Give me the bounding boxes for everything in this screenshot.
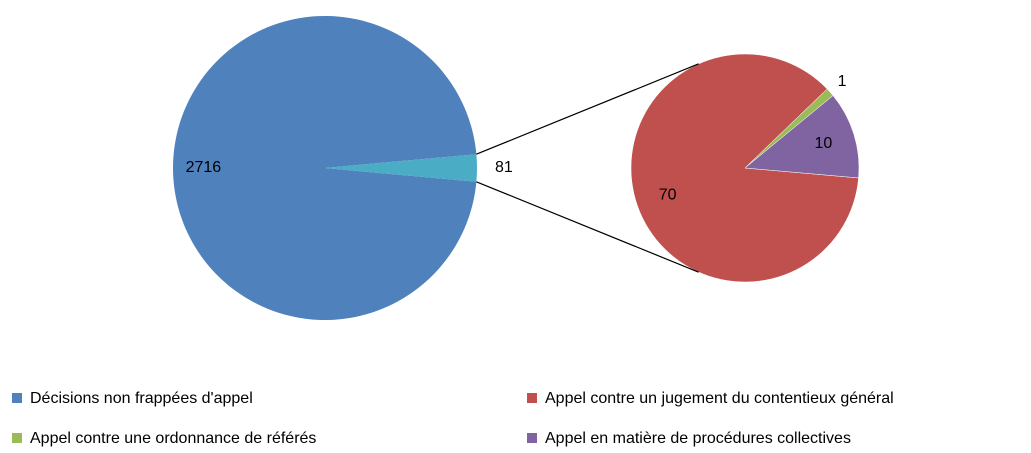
legend-swatch [12,393,22,403]
legend-label: Appel en matière de procédures collectiv… [545,430,851,447]
data-label: 70 [659,187,677,204]
legend-label: Appel contre une ordonnance de référés [30,430,316,447]
legend-swatch [527,433,537,443]
data-label: 10 [815,135,833,152]
pie-slice [325,154,477,182]
pie-slice [173,16,477,321]
data-label: 1 [838,73,847,90]
data-label: 2716 [186,159,222,176]
legend-swatch [527,393,537,403]
legend-label: Appel contre un jugement du contentieux … [545,390,894,407]
connector-line [476,181,699,273]
pie-slice [744,95,860,179]
data-label: 81 [495,159,513,176]
legend-swatch [12,433,22,443]
connector-line [476,63,699,155]
legend-label: Décisions non frappées d'appel [30,390,253,407]
